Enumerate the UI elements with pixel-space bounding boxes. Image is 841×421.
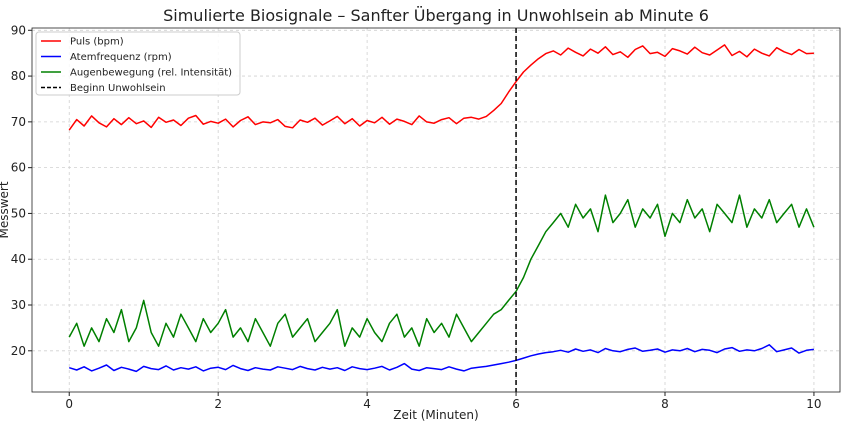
x-tick-label: 10: [806, 397, 821, 411]
legend: Puls (bpm) Atemfrequenz (rpm) Augenbewegun…: [35, 31, 241, 96]
x-tick-label: 2: [214, 397, 222, 411]
ticks: 0 2 4 6 8 10 20 30 40 50 60 70 80 90: [11, 23, 822, 411]
y-tick-label: 90: [11, 23, 26, 37]
x-tick-label: 4: [363, 397, 371, 411]
y-tick-label: 60: [11, 161, 26, 175]
series-line-2: [68, 194, 815, 347]
legend-label: Atemfrequenz (rpm): [70, 52, 172, 63]
x-tick-label: 0: [65, 397, 73, 411]
legend-label: Beginn Unwohlsein: [70, 83, 166, 94]
y-tick-label: 80: [11, 69, 26, 83]
y-tick-label: 20: [11, 344, 26, 358]
legend-label: Augenbewegung (rel. Intensität): [70, 68, 232, 79]
chart-title: Simulierte Biosignale – Sanfter Übergang…: [163, 6, 709, 25]
y-axis-label: Messwert: [0, 181, 11, 238]
series-line-0: [68, 44, 814, 131]
series-line-1: [68, 344, 814, 373]
legend-label: Puls (bpm): [70, 37, 124, 48]
y-tick-label: 70: [11, 115, 26, 129]
x-tick-label: 8: [661, 397, 669, 411]
y-tick-label: 50: [11, 206, 26, 220]
y-tick-label: 30: [11, 298, 26, 312]
series-group: [68, 28, 815, 392]
plot-frame: [31, 27, 841, 393]
legend-box: [35, 31, 241, 96]
y-tick-label: 40: [11, 252, 26, 266]
x-axis-label: Zeit (Minuten): [393, 408, 478, 421]
x-tick-label: 6: [512, 397, 520, 411]
